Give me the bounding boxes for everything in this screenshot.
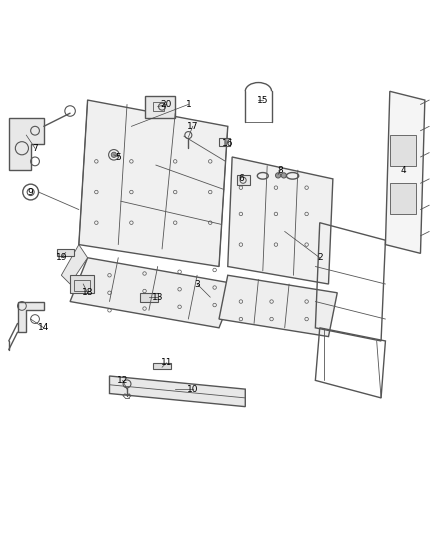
- Text: 20: 20: [161, 100, 172, 109]
- Circle shape: [111, 152, 117, 157]
- Text: 9: 9: [28, 188, 34, 197]
- Polygon shape: [70, 258, 237, 328]
- Text: 3: 3: [194, 279, 200, 288]
- Bar: [219, 138, 230, 146]
- Text: 14: 14: [38, 324, 49, 332]
- Bar: [145, 96, 175, 118]
- Bar: [70, 275, 94, 293]
- Text: 16: 16: [222, 139, 233, 148]
- Text: 5: 5: [115, 152, 121, 161]
- Polygon shape: [18, 302, 44, 332]
- Text: 18: 18: [82, 288, 93, 297]
- Polygon shape: [385, 91, 425, 253]
- Text: 17: 17: [187, 122, 198, 131]
- Text: 2: 2: [317, 253, 322, 262]
- Bar: [237, 174, 250, 185]
- Bar: [390, 135, 416, 166]
- Polygon shape: [9, 118, 44, 170]
- Text: 19: 19: [56, 253, 67, 262]
- Polygon shape: [219, 275, 337, 336]
- Bar: [74, 280, 90, 290]
- Bar: [390, 183, 416, 214]
- Bar: [57, 249, 74, 255]
- Text: 7: 7: [32, 144, 38, 153]
- Bar: [140, 293, 158, 302]
- Polygon shape: [61, 245, 88, 284]
- Text: 8: 8: [277, 166, 283, 175]
- Text: 1: 1: [185, 100, 191, 109]
- Polygon shape: [228, 157, 333, 284]
- Text: 15: 15: [257, 95, 268, 104]
- Polygon shape: [79, 100, 228, 266]
- Bar: [153, 102, 164, 111]
- Circle shape: [276, 173, 281, 178]
- Circle shape: [281, 173, 286, 178]
- Text: 11: 11: [161, 358, 172, 367]
- Bar: [153, 363, 171, 369]
- Text: 13: 13: [152, 293, 163, 302]
- Polygon shape: [110, 376, 245, 407]
- Text: 6: 6: [238, 174, 244, 183]
- Text: 10: 10: [187, 385, 198, 394]
- Text: 4: 4: [400, 166, 406, 175]
- Text: 12: 12: [117, 376, 128, 385]
